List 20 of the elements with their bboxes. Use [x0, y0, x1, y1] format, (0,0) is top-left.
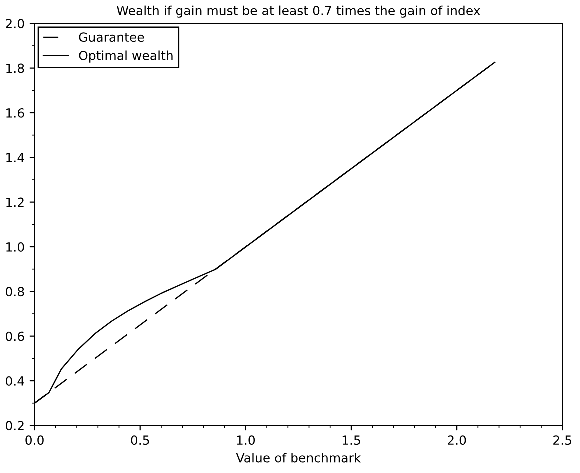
y-tick-label: 0.8 [6, 287, 24, 297]
y-tick-label: 0.6 [6, 332, 24, 342]
x-tick-label: 2.5 [554, 436, 572, 446]
legend-label: Guarantee [79, 32, 144, 42]
y-tick-label: 1.4 [6, 153, 24, 162]
y-tick-label: 0.4 [6, 376, 24, 386]
y-tick-label: 1.8 [6, 64, 24, 74]
y-tick-label: 1.0 [6, 242, 24, 252]
x-tick-label: 0.5 [131, 436, 150, 446]
x-axis-title: Value of benchmark [236, 453, 362, 463]
y-tick-label: 2.0 [6, 19, 24, 29]
chart-title: Wealth if gain must be at least 0.7 times the gain of index [117, 6, 480, 18]
legend-label: Optimal wealth [79, 50, 173, 63]
y-tick-label: 1.6 [6, 108, 24, 118]
y-tick-label: 1.2 [6, 198, 24, 208]
x-tick-label: 2.0 [448, 436, 466, 446]
x-tick-label: 1.0 [237, 436, 256, 446]
x-tick-label: 1.5 [342, 436, 360, 446]
y-tick-label: 0.2 [6, 421, 24, 431]
x-tick-label: 0.0 [26, 436, 44, 446]
